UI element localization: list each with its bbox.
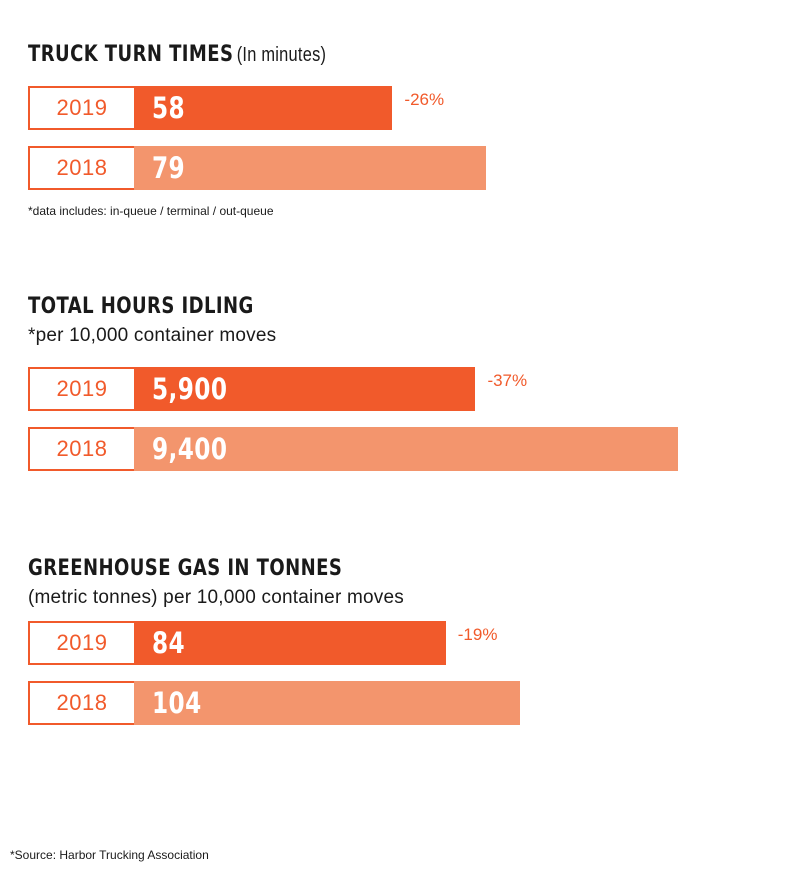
source-note: *Source: Harbor Trucking Association [10, 848, 209, 862]
chart-title: TRUCK TURN TIMES (In minutes) [28, 42, 327, 67]
bar-value-label: 84 [152, 626, 186, 660]
bar-value-label: 5,900 [152, 372, 228, 406]
bar-row-2018: 2018 79 [28, 146, 788, 190]
bar: 84 [134, 621, 446, 665]
chart-title: GREENHOUSE GAS IN TONNES [28, 556, 343, 581]
bar-value-label: 58 [152, 91, 186, 125]
change-label: -19% [457, 625, 498, 644]
bar-row-2019: 2019 58 -26% [28, 86, 788, 130]
chart-greenhouse-gas: GREENHOUSE GAS IN TONNES (metric tonnes)… [28, 556, 788, 725]
bar: 104 [134, 681, 520, 725]
bar-value-label: 79 [152, 151, 186, 185]
bar-row-2018: 2018 104 [28, 681, 788, 725]
chart-subtitle: *per 10,000 container moves [28, 325, 277, 346]
year-label: 2019 [28, 367, 136, 411]
change-label: -26% [404, 90, 445, 109]
bar-row-2019: 2019 5,900 -37% [28, 367, 788, 411]
bar-value-label: 104 [152, 686, 202, 720]
bar-value-label: 9,400 [152, 432, 228, 466]
chart-total-hours-idling: TOTAL HOURS IDLING *per 10,000 container… [28, 294, 788, 471]
bar: 79 [134, 146, 486, 190]
chart-subtitle: (metric tonnes) per 10,000 container mov… [28, 587, 404, 608]
bar-row-2018: 2018 9,400 [28, 427, 788, 471]
bar: 5,900 [134, 367, 476, 411]
year-label: 2018 [28, 146, 136, 190]
bar: 58 [134, 86, 393, 130]
bar-row-2019: 2019 84 -19% [28, 621, 788, 665]
chart-truck-turn-times: TRUCK TURN TIMES (In minutes) 2019 58 -26… [28, 42, 788, 218]
year-label: 2019 [28, 86, 136, 130]
change-label: -37% [487, 371, 528, 390]
bar: 9,400 [134, 427, 678, 471]
footnote: *data includes: in-queue / terminal / ou… [28, 204, 274, 218]
year-label: 2018 [28, 427, 136, 471]
year-label: 2019 [28, 621, 136, 665]
year-label: 2018 [28, 681, 136, 725]
chart-title-unit: (In minutes) [236, 44, 327, 66]
chart-title: TOTAL HOURS IDLING [28, 294, 254, 319]
